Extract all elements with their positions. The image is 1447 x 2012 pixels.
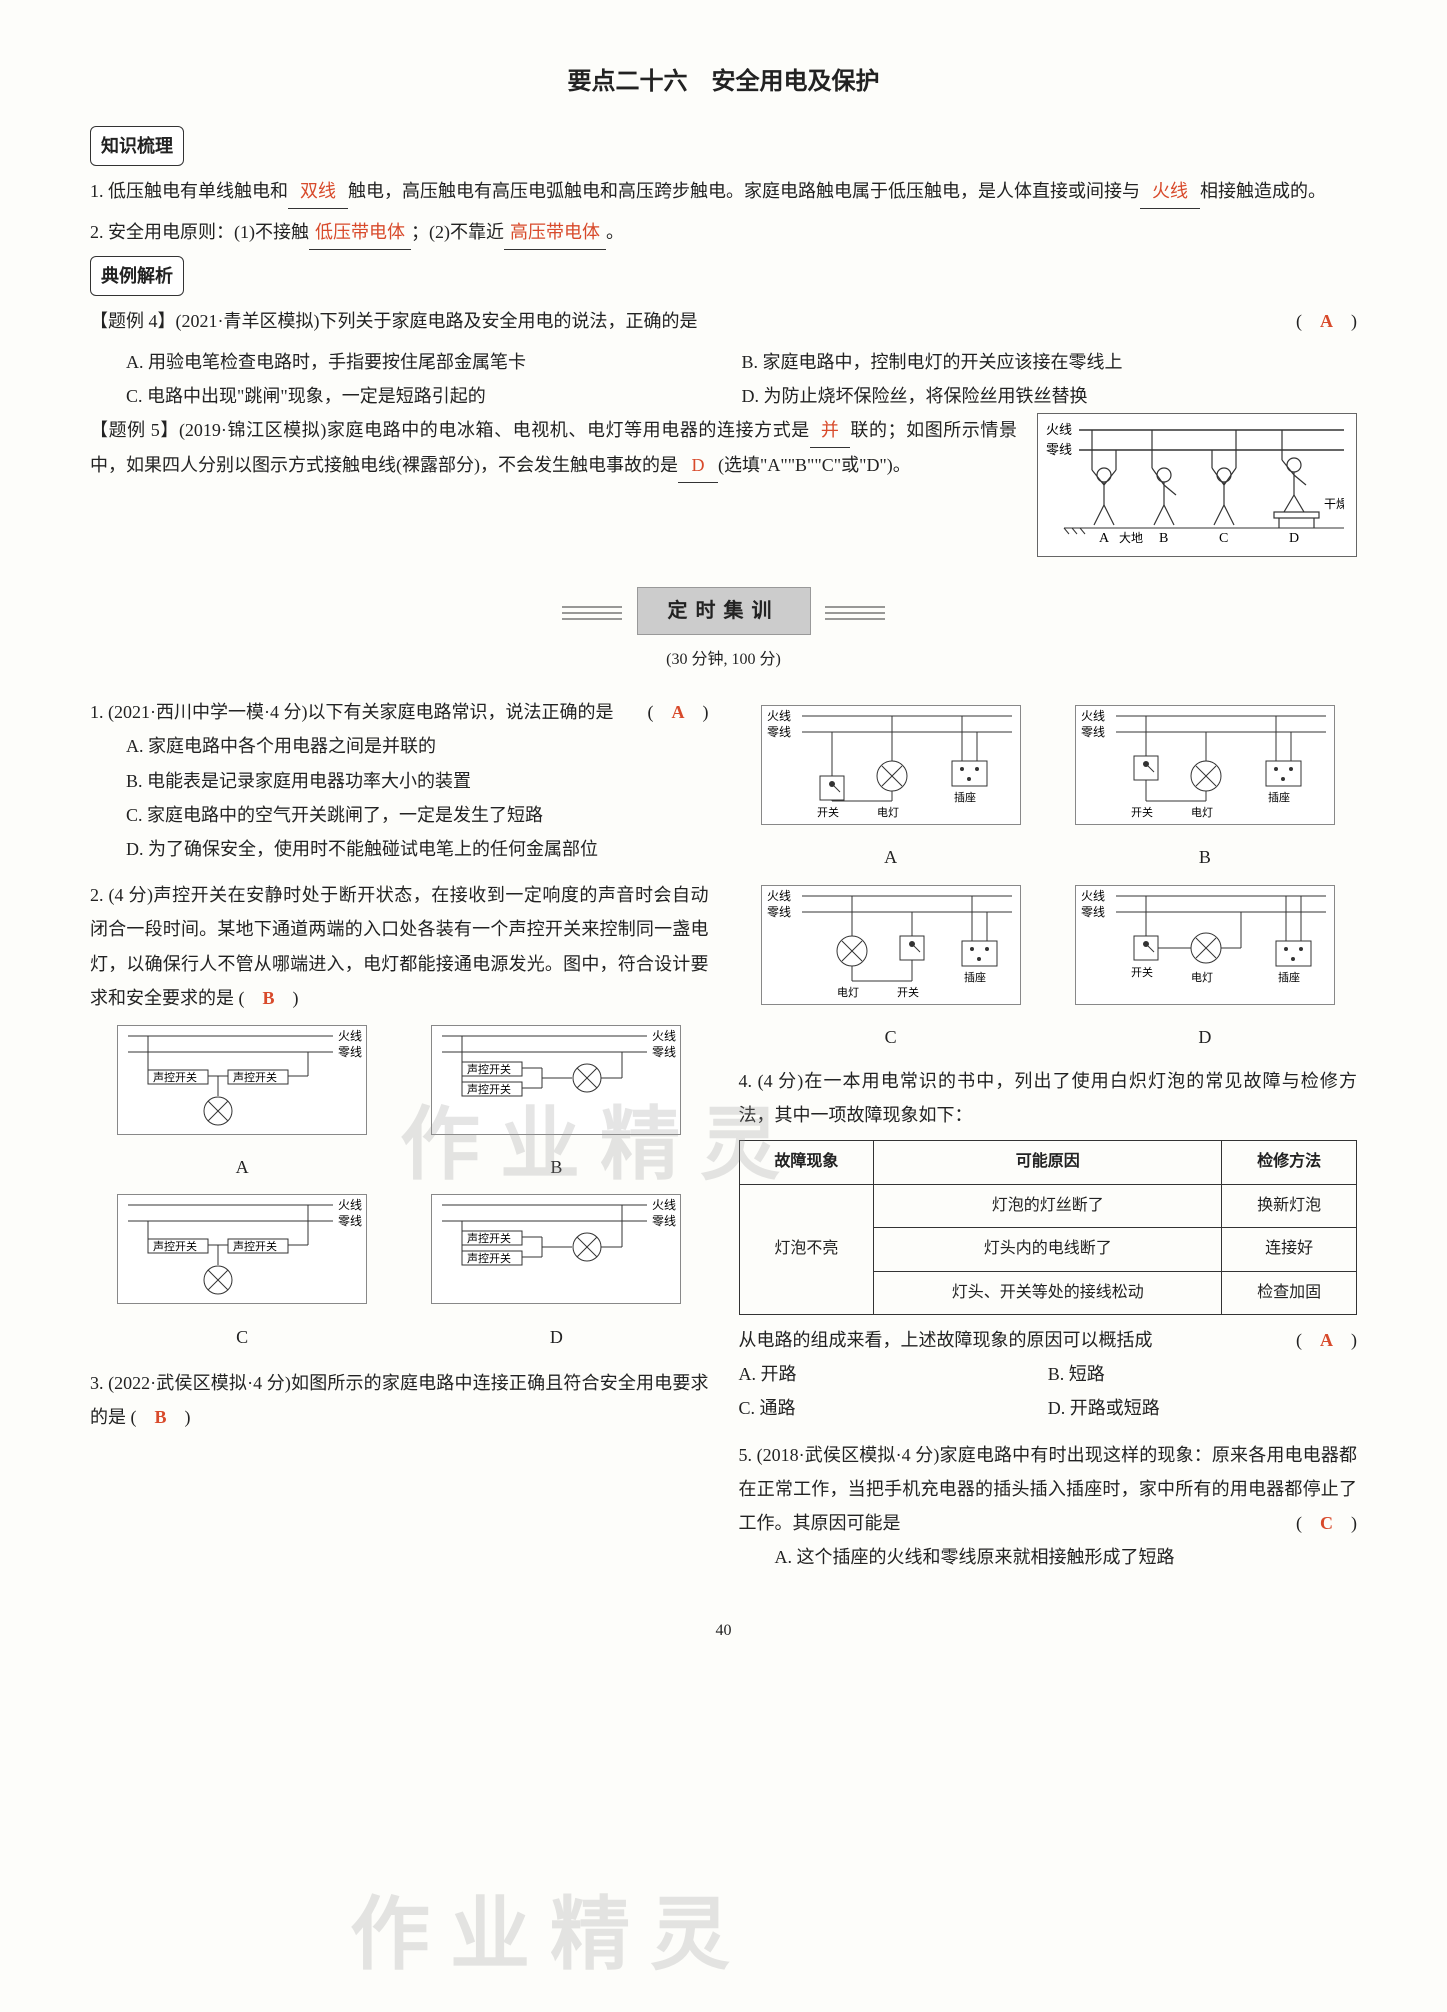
- svg-text:插座: 插座: [1268, 790, 1290, 804]
- svg-text:声控开关: 声控开关: [153, 1239, 197, 1253]
- svg-text:零线: 零线: [767, 905, 791, 919]
- svg-text:火线: 火线: [652, 1198, 676, 1212]
- section-knowledge: 知识梳理: [90, 126, 184, 166]
- svg-text:零线: 零线: [338, 1045, 362, 1059]
- neutral-label: 零线: [1046, 442, 1072, 457]
- example4-answer: A: [1320, 311, 1333, 331]
- question-2: 2. (4 分)声控开关在安静时处于断开状态，在接收到一定响度的声音时会自动闭合…: [90, 878, 709, 1354]
- example-4-choices: A. 用验电笔检查电路时，手指要按住尾部金属笔卡 B. 家庭电路中，控制电灯的开…: [90, 345, 1357, 413]
- svg-text:干燥的木凳: 干燥的木凳: [1324, 496, 1344, 511]
- page-title: 要点二十六 安全用电及保护: [90, 60, 1357, 106]
- svg-text:C: C: [1219, 531, 1228, 546]
- svg-text:火线: 火线: [767, 709, 791, 723]
- training-header: 定时集训: [90, 587, 1357, 635]
- blank-2: 火线: [1140, 174, 1200, 209]
- svg-text:零线: 零线: [1081, 905, 1105, 919]
- question-4: 4. (4 分)在一本用电常识的书中，列出了使用白炽灯泡的常见故障与检修方法，其…: [739, 1064, 1358, 1426]
- svg-text:D: D: [1289, 531, 1299, 546]
- svg-text:零线: 零线: [652, 1214, 676, 1228]
- fault-table: 故障现象 可能原因 检修方法 灯泡不亮 灯泡的灯丝断了 换新灯泡 灯头内的电线断…: [739, 1140, 1358, 1315]
- example-4-head: 【题例 4】(2021·青羊区模拟)下列关于家庭电路及安全用电的说法，正确的是 …: [90, 304, 1357, 338]
- svg-text:火线: 火线: [338, 1198, 362, 1212]
- svg-text:电灯: 电灯: [837, 986, 859, 999]
- svg-text:声控开关: 声控开关: [153, 1070, 197, 1084]
- question-1: 1. (2021·西川中学一模·4 分)以下有关家庭电路常识，说法正确的是 ( …: [90, 695, 709, 866]
- q1-answer: A: [672, 702, 685, 722]
- svg-text:A: A: [1099, 531, 1110, 546]
- knowledge-item-2: 2. 安全用电原则：(1)不接触低压带电体；(2)不靠近高压带电体。: [90, 215, 1357, 250]
- training-subtitle: (30 分钟, 100 分): [90, 645, 1357, 675]
- q3-answer: B: [155, 1407, 167, 1427]
- svg-text:火线: 火线: [1081, 709, 1105, 723]
- example5-diagram: 火线 零线: [1037, 413, 1357, 557]
- q4-answer: A: [1320, 1330, 1333, 1350]
- svg-text:火线: 火线: [767, 889, 791, 903]
- q2-circuit-D: 火线 零线 声控开关 声控开关: [431, 1194, 681, 1304]
- question-5: 5. (2018·武侯区模拟·4 分)家庭电路中有时出现这样的现象：原来各用电电…: [739, 1438, 1358, 1575]
- svg-text:电灯: 电灯: [877, 806, 899, 819]
- page-number: 40: [90, 1616, 1357, 1646]
- blank-1: 双线: [288, 174, 348, 209]
- svg-text:火线: 火线: [652, 1029, 676, 1043]
- knowledge-item-1: 1. 低压触电有单线触电和双线触电，高压触电有高压电弧触电和高压跨步触电。家庭电…: [90, 174, 1357, 209]
- q5-answer: C: [1320, 1513, 1333, 1533]
- svg-text:火线: 火线: [338, 1029, 362, 1043]
- svg-text:声控开关: 声控开关: [233, 1070, 277, 1084]
- svg-text:插座: 插座: [1278, 970, 1300, 984]
- svg-text:开关: 开关: [1131, 805, 1153, 819]
- svg-text:声控开关: 声控开关: [467, 1251, 511, 1265]
- section-examples: 典例解析: [90, 256, 184, 296]
- svg-text:零线: 零线: [1081, 725, 1105, 739]
- example5-blank2: D: [678, 448, 718, 483]
- q2-circuit-B: 火线 零线 声控开关 声控开关: [431, 1025, 681, 1135]
- watermark: 作业精灵: [350, 1860, 750, 2012]
- svg-text:零线: 零线: [652, 1045, 676, 1059]
- live-label: 火线: [1046, 422, 1072, 437]
- q2-circuit-A: 火线 零线 声控开关 声控开关: [117, 1025, 367, 1135]
- svg-text:插座: 插座: [964, 970, 986, 984]
- svg-text:声控开关: 声控开关: [467, 1062, 511, 1076]
- svg-text:火线: 火线: [1081, 889, 1105, 903]
- svg-text:大地: 大地: [1119, 531, 1143, 545]
- svg-text:声控开关: 声控开关: [233, 1239, 277, 1253]
- example-5-text: 【题例 5】(2019·锦江区模拟)家庭电路中的电冰箱、电视机、电灯等用电器的连…: [90, 413, 1017, 483]
- svg-text:B: B: [1159, 531, 1168, 546]
- q2-circuit-C: 火线 零线 声控开关 声控开关: [117, 1194, 367, 1304]
- svg-text:电灯: 电灯: [1191, 971, 1213, 984]
- svg-text:开关: 开关: [817, 805, 839, 819]
- svg-text:电灯: 电灯: [1191, 806, 1213, 819]
- svg-text:开关: 开关: [897, 985, 919, 999]
- svg-text:插座: 插座: [954, 790, 976, 804]
- question-3: 3. (2022·武侯区模拟·4 分)如图所示的家庭电路中连接正确且符合安全用电…: [90, 1366, 709, 1434]
- q3-diagrams: 火线 零线 开关 电灯 插座 A 火线 零线: [739, 705, 1358, 1054]
- svg-text:声控开关: 声控开关: [467, 1231, 511, 1245]
- svg-text:声控开关: 声控开关: [467, 1082, 511, 1096]
- q2-answer: B: [263, 988, 275, 1008]
- svg-text:零线: 零线: [338, 1214, 362, 1228]
- svg-text:零线: 零线: [767, 725, 791, 739]
- blank-4: 高压带电体: [504, 215, 606, 250]
- svg-text:开关: 开关: [1131, 965, 1153, 979]
- blank-3: 低压带电体: [309, 215, 411, 250]
- example5-blank1: 并: [810, 413, 850, 448]
